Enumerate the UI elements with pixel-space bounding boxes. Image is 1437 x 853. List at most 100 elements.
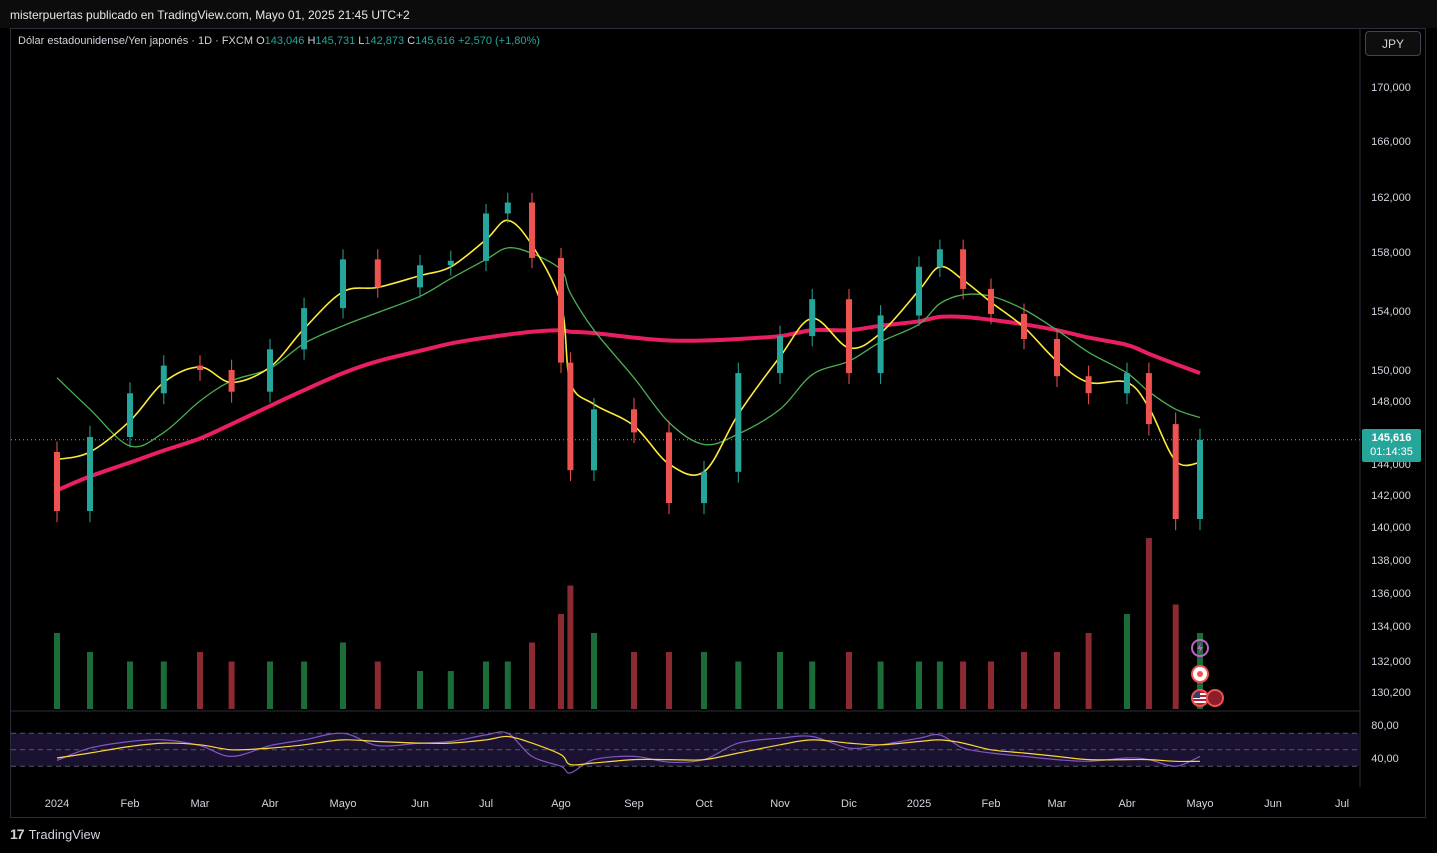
change-value: +2,570 (+1,80%) [457, 35, 540, 47]
candle [777, 336, 783, 374]
time-axis-label: Feb [121, 798, 140, 810]
bar-countdown: 01:14:35 [1370, 446, 1413, 458]
time-axis-label: 2024 [45, 798, 69, 810]
candle [197, 365, 203, 370]
candle [1197, 439, 1203, 519]
volume-bar [228, 661, 235, 709]
ma-20-line [56, 219, 1201, 476]
volume-bar [666, 652, 672, 709]
volume-bar [1124, 614, 1130, 709]
candle [1085, 376, 1092, 394]
ma-50-line [56, 247, 1201, 448]
volume-bar [127, 661, 133, 709]
chart-frame[interactable] [10, 28, 1426, 818]
top-bar: misterpuertas publicado en TradingView.c… [0, 0, 1437, 28]
candle [666, 432, 672, 503]
price-axis-label: 144,000 [1371, 459, 1411, 471]
volume-bar [483, 661, 489, 709]
currency-button[interactable]: JPY [1365, 31, 1421, 56]
price-axis-label: 140,000 [1371, 522, 1411, 534]
lightning-icon[interactable] [1191, 639, 1209, 657]
candle [483, 213, 489, 261]
candle [160, 365, 167, 394]
rsi-ma-line [56, 735, 1201, 766]
volume-bar [340, 642, 346, 709]
rsi-axis-label: 40,00 [1371, 753, 1399, 765]
candle [417, 265, 423, 288]
candle [988, 288, 994, 314]
volume-bar [54, 633, 60, 709]
price-axis-label: 166,000 [1371, 136, 1411, 148]
volume-bar [960, 661, 967, 709]
volume-bar [846, 652, 852, 709]
volume-bar [735, 661, 742, 709]
price-axis-label: 170,000 [1371, 82, 1411, 94]
candle [960, 249, 967, 289]
candle [846, 299, 852, 374]
price-axis-label: 136,000 [1371, 588, 1411, 600]
candle [127, 393, 133, 437]
high-label: H [307, 35, 316, 47]
event-stack-icon[interactable] [1206, 689, 1224, 707]
symbol-name: Dólar estadounidense/Yen japonés · 1D · … [18, 35, 254, 47]
time-axis-label: Mar [191, 798, 210, 810]
time-axis-label: Oct [695, 798, 712, 810]
volume-bar [1172, 604, 1179, 709]
volume-bar [877, 661, 884, 709]
price-axis-label: 162,000 [1371, 192, 1411, 204]
low-label: L [358, 35, 365, 47]
price-axis-label: 138,000 [1371, 555, 1411, 567]
candle [54, 452, 60, 511]
candle [504, 202, 511, 214]
tradingview-logo-icon: 17 [10, 826, 25, 842]
record-icon[interactable] [1191, 665, 1209, 683]
time-axis-label: Jun [411, 798, 429, 810]
open-label: O [256, 35, 265, 47]
volume-bar [504, 661, 511, 709]
volume-bar [1085, 633, 1092, 709]
volume-bar [701, 652, 707, 709]
candle [1054, 339, 1060, 377]
footer [0, 819, 1437, 853]
symbol-legend[interactable]: Dólar estadounidense/Yen japonés · 1D · … [18, 35, 540, 47]
candle [447, 260, 454, 266]
volume-bar [1054, 652, 1060, 709]
candle [936, 249, 943, 267]
close-label: C [407, 35, 416, 47]
time-axis-label: 2025 [907, 798, 931, 810]
time-axis-label: Ago [551, 798, 571, 810]
candle [1124, 373, 1130, 394]
time-axis-label: Sep [624, 798, 644, 810]
volume-bar [160, 661, 167, 709]
time-axis-label: Mar [1048, 798, 1067, 810]
candle [1021, 313, 1027, 339]
candle [529, 202, 535, 258]
volume-bar [631, 652, 637, 709]
volume-bar [197, 652, 203, 709]
candle [1145, 373, 1152, 425]
candle [267, 349, 273, 392]
candle [877, 315, 884, 374]
candle [374, 259, 381, 288]
volume-bar [567, 585, 574, 709]
volume-bar [916, 661, 922, 709]
candle [340, 259, 346, 309]
tradingview-logo[interactable]: 17 TradingView [10, 826, 100, 842]
volume-bar [809, 661, 816, 709]
price-axis-label: 142,000 [1371, 490, 1411, 502]
time-axis-label: Jun [1264, 798, 1282, 810]
volume-bar [374, 661, 381, 709]
candle [735, 373, 742, 472]
price-axis-label: 132,000 [1371, 656, 1411, 668]
rsi-line [56, 731, 1201, 774]
time-axis-label: Dic [841, 798, 857, 810]
price-axis-label: 150,000 [1371, 365, 1411, 377]
volume-bar [267, 661, 273, 709]
time-axis-label: Feb [982, 798, 1001, 810]
price-axis-label: 154,000 [1371, 306, 1411, 318]
volume-bar [529, 642, 535, 709]
candle [1172, 424, 1179, 519]
volume-bar [87, 652, 93, 709]
price-axis-label: 148,000 [1371, 396, 1411, 408]
